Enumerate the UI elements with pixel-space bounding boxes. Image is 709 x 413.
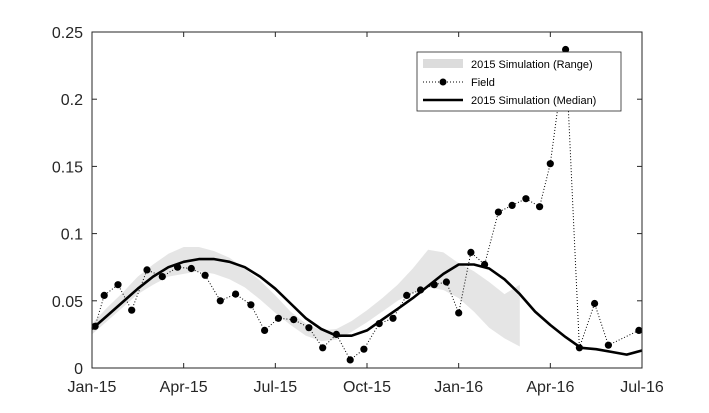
field-point	[128, 306, 136, 314]
field-point	[591, 299, 599, 308]
field-point	[546, 160, 554, 168]
legend-swatch-range	[423, 59, 463, 68]
field-point	[635, 326, 643, 334]
x-tick-label: Jul-15	[254, 379, 298, 396]
x-tick-label: Apr-16	[526, 379, 574, 396]
legend-label-median: 2015 Simulation (Median)	[471, 95, 596, 107]
x-tick-label: Apr-15	[160, 379, 208, 396]
y-tick-label: 0	[74, 361, 83, 378]
field-point	[100, 291, 108, 299]
field-point	[403, 291, 411, 299]
field-point	[389, 314, 397, 322]
field-point	[430, 281, 438, 289]
field-point	[114, 281, 122, 289]
y-tick-label: 0.05	[52, 294, 83, 311]
field-point	[467, 248, 475, 256]
field-point	[360, 345, 368, 353]
x-tick-label: Oct-15	[343, 379, 391, 396]
x-tick-label: Jul-16	[620, 379, 664, 396]
field-point	[346, 356, 354, 364]
field-point	[91, 322, 99, 330]
x-tick-label: Jan-16	[434, 379, 483, 396]
field-point	[174, 263, 182, 271]
x-axis: Jan-15 Apr-15 Jul-15 Oct-15 Jan-16 Apr-16 Jul-…	[68, 32, 664, 396]
median-line-path	[91, 257, 643, 356]
y-tick-label: 0.2	[61, 92, 83, 109]
field-point	[562, 45, 570, 54]
field-point	[536, 203, 544, 211]
y-tick-label: 0.25	[52, 25, 83, 42]
legend-label-field: Field	[471, 77, 495, 89]
simulation-median-line	[91, 257, 643, 356]
field-point	[247, 301, 255, 309]
simulation-range-band	[92, 247, 520, 347]
field-point	[481, 260, 489, 269]
field-point	[416, 286, 425, 294]
field-point	[494, 208, 502, 216]
field-point	[216, 297, 224, 305]
field-point	[290, 316, 298, 324]
field-point	[261, 326, 269, 334]
field-series	[91, 45, 643, 364]
legend-label-range: 2015 Simulation (Range)	[471, 59, 593, 71]
field-point	[575, 344, 584, 352]
field-point	[522, 195, 530, 203]
field-point	[319, 344, 327, 352]
field-point	[143, 266, 151, 274]
field-point	[232, 290, 240, 298]
field-point	[305, 324, 313, 332]
field-point	[332, 330, 340, 338]
field-point	[604, 341, 613, 349]
range-band-area	[92, 247, 520, 347]
field-point	[158, 273, 166, 281]
field-point	[442, 278, 450, 286]
y-axis: 0 0.05 0.1 0.15 0.2 0.25	[52, 25, 642, 378]
legend: 2015 Simulation (Range) Field 2015 Simul…	[416, 51, 622, 112]
y-tick-label: 0.15	[52, 159, 83, 176]
field-point	[274, 314, 282, 322]
legend-swatch-field-marker	[439, 78, 447, 86]
field-point	[508, 201, 516, 209]
field-point	[375, 320, 383, 328]
y-tick-label: 0.1	[61, 227, 83, 244]
field-point	[187, 264, 195, 273]
field-point	[201, 271, 209, 279]
x-tick-label: Jan-15	[68, 379, 117, 396]
field-point	[455, 309, 463, 317]
